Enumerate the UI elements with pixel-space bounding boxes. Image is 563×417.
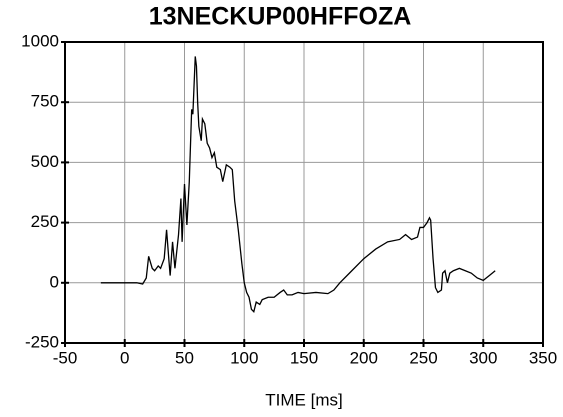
- y-tick-label: 0: [50, 272, 59, 291]
- y-tick-label: 250: [31, 212, 59, 231]
- x-tick-label: 250: [409, 348, 437, 367]
- y-tick-label: 750: [31, 92, 59, 111]
- x-tick-label: 200: [350, 348, 378, 367]
- y-tick-label: 1000: [21, 31, 59, 50]
- x-tick-label: 300: [469, 348, 497, 367]
- y-tick-label: -250: [25, 332, 59, 351]
- x-tick-label: 50: [175, 348, 194, 367]
- data-line: [100, 56, 496, 313]
- y-tick-label: 500: [31, 152, 59, 171]
- x-tick-label: 100: [230, 348, 258, 367]
- x-axis-label: TIME [ms]: [265, 390, 342, 409]
- x-tick-label: 0: [120, 348, 129, 367]
- x-tick-label: 350: [529, 348, 557, 367]
- x-tick-label: -50: [53, 348, 78, 367]
- plot-frame: [64, 41, 544, 344]
- x-tick-label: 150: [290, 348, 318, 367]
- chart-title: 13NECKUP00HFFOZA: [149, 3, 412, 31]
